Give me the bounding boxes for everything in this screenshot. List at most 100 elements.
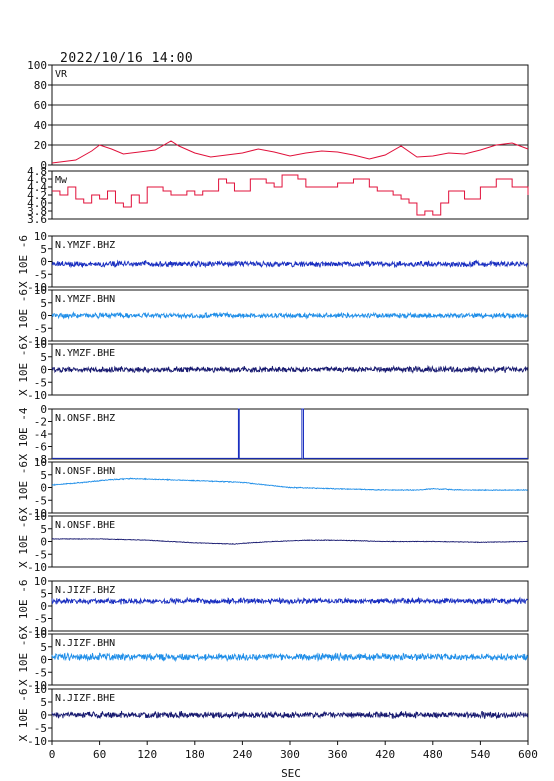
series-label: N.JIZF.BHZ [55,585,115,596]
y-tick-label: -10 [27,335,47,348]
y-tick-label: 4.4 [27,181,47,194]
y-tick-label: 10 [34,510,47,523]
y-tick-label: 80 [34,79,47,92]
y-tick-label: 0 [40,654,47,667]
y-tick-label: -5 [34,548,47,561]
y-tick-label: 10 [34,456,47,469]
y-tick-label: -10 [27,507,47,520]
y-tick-label: -5 [34,376,47,389]
y-tick-label: -6 [34,441,47,454]
x-axis-label: SEC [281,767,301,780]
x-tick-label: 180 [185,748,205,761]
y-tick-label: 60 [34,99,47,112]
y-tick-label: -5 [34,613,47,626]
y-axis-label: X 10E -4 [17,407,30,460]
y-tick-label: 5 [40,523,47,536]
panel-frame [51,235,529,288]
y-tick-label: -4 [34,428,48,441]
y-tick-label: 10 [34,230,47,243]
panels: 020406080100VR3.63.84.04.24.44.64.8Mw-10… [17,59,529,748]
series-label: N.YMZF.BHZ [55,240,115,251]
x-tick-label: 360 [328,748,348,761]
y-axis-label: X 10E -6 [17,633,30,686]
series-label: VR [55,69,68,80]
x-tick-label: 0 [49,748,56,761]
series-line-mw [52,174,529,216]
y-tick-label: 0 [40,403,47,416]
y-tick-label: 0 [40,256,47,269]
y-tick-label: 4.6 [27,173,47,186]
series-line-n-ymzf-bhn [51,311,528,320]
y-tick-label: -5 [34,268,47,281]
x-tick-label: 120 [137,748,157,761]
y-tick-label: 5 [40,696,47,709]
y-tick-label: 10 [34,284,47,297]
x-tick-label: 540 [470,748,490,761]
y-tick-label: -10 [27,389,47,402]
panel-frame [51,580,529,632]
panel-frame [51,408,529,460]
series-line-vr [51,140,529,164]
series-label: N.JIZF.BHE [55,693,115,704]
y-tick-label: -10 [27,281,47,294]
y-tick-label: 100 [27,59,47,72]
series-line-n-jizf-bhe [51,710,528,720]
series-line-n-onsf-bhn [51,477,528,492]
series-label: N.YMZF.BHN [55,294,115,305]
y-axis-label: X 10E -6 [17,289,30,342]
panel-mw: 3.63.84.04.24.44.64.8 Mw [27,165,529,226]
y-tick-label: -2 [34,416,47,429]
series-label: N.ONSF.BHN [55,466,115,477]
y-tick-label: 3.8 [27,205,47,218]
y-tick-label: -10 [27,561,47,574]
series-label: N.ONSF.BHE [55,520,115,531]
y-tick-label: 0 [40,310,47,323]
x-tick-label: 480 [423,748,443,761]
series-line-n-ymzf-bhz [51,259,528,269]
series-line-n-ymzf-bhe [51,364,528,374]
y-tick-label: 10 [34,683,47,696]
y-axis-label: X 10E -6 [17,235,30,288]
y-tick-label: -10 [27,625,47,638]
y-axis-label: X 10E -6 [17,580,30,633]
y-tick-label: 5 [40,243,47,256]
y-tick-label: 0 [40,159,47,172]
y-tick-label: 4.0 [27,197,47,210]
y-tick-label: -5 [34,666,47,679]
y-tick-label: 0 [40,709,47,722]
panel-vr: 0 20 40 60 80 100 VR [27,59,529,172]
figure-title: 2022/10/16 14:00 [60,51,193,66]
y-axis-label: X 10E -6 [17,461,30,514]
y-tick-label: -5 [34,722,47,735]
y-tick-label: 4.8 [27,165,47,178]
y-tick-label: 10 [34,338,47,351]
y-tick-label: 0 [40,536,47,549]
y-axis-label: X 10E -6 [17,515,30,568]
y-tick-label: -5 [34,322,47,335]
panel-frame [51,64,529,166]
y-tick-label: -5 [34,494,47,507]
y-axis-label: X 10E -6 [17,689,30,742]
series-line-n-jizf-bhz [51,596,528,606]
y-tick-label: 40 [34,119,47,132]
y-tick-label: 0 [40,600,47,613]
y-tick-label: 10 [34,628,47,641]
y-tick-label: -8 [34,453,47,466]
y-tick-label: 0 [40,364,47,377]
y-tick-label: 10 [34,575,47,588]
y-tick-label: 4.2 [27,189,47,202]
y-tick-label: 20 [34,139,47,152]
y-tick-label: 5 [40,641,47,654]
y-tick-label: 5 [40,588,47,601]
x-tick-label: 60 [93,748,106,761]
series-label: Mw [55,175,68,186]
y-tick-label: 5 [40,297,47,310]
